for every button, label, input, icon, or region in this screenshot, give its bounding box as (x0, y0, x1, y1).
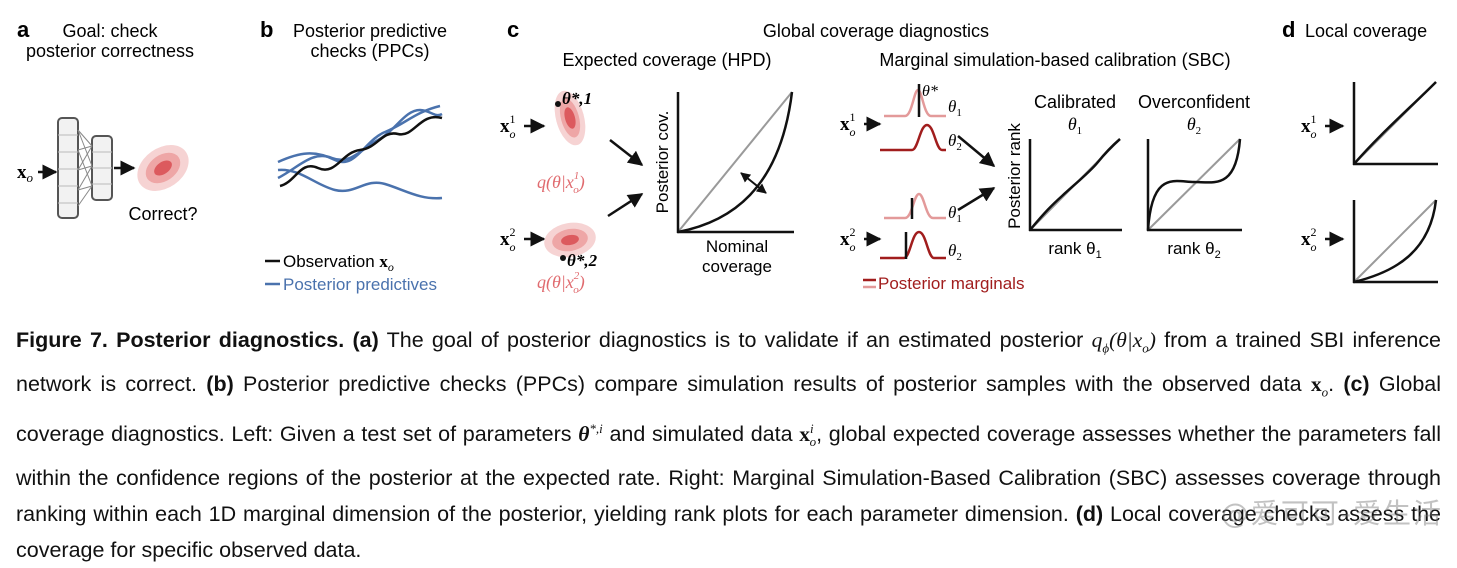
local-coverage-curve-1 (1353, 81, 1437, 165)
figure-caption: Figure 7. Posterior diagnostics. (a) The… (16, 322, 1441, 568)
local-coverage-plot-1 (1352, 81, 1438, 166)
caption-b-text: Posterior predictive checks (PPCs) compa… (233, 372, 1311, 397)
rank-plot-overconfident: Overconfident θ2 rank θ2 (1138, 92, 1250, 261)
caption-figure-label: Figure 7. Posterior diagnostics. (16, 328, 345, 352)
hpd-xlabel-line1: Nominal (706, 237, 768, 256)
local-x1-label: x1 o (1301, 112, 1317, 141)
hpd-gap-arrow (740, 172, 767, 194)
caption-b-label: (b) (206, 372, 234, 397)
hpd-coverage-curve (677, 91, 794, 234)
caption-b-end: . (1328, 372, 1344, 397)
caption-b-math: xo (1310, 372, 1329, 400)
sbc-x1-theta2-label: θ2 (948, 131, 962, 153)
overconfident-xlabel: rank θ2 (1167, 239, 1220, 261)
watermark: @爱可可-爱生活 (1220, 497, 1443, 530)
hpd-merge-arrow-1 (609, 139, 644, 166)
observation-curve (279, 115, 443, 188)
panel-a-input-label: xo (17, 162, 34, 185)
overconfident-title: Overconfident (1138, 92, 1250, 112)
posterior-predictive-curve-3 (277, 168, 443, 200)
caption-a-math: qϕ(θ|xo) (1091, 328, 1156, 356)
sbc-title: Marginal simulation-based calibration (S… (879, 50, 1230, 70)
panel-b-title-line2: checks (PPCs) (310, 41, 429, 61)
rank-plot-calibrated: Calibrated θ1 Posterior rank rank θ1 (1005, 92, 1122, 261)
figure-graphic: a Goal: check posterior correctness xo (17, 17, 1438, 296)
panel-a-title-line1: Goal: check (62, 21, 158, 41)
q-label-2: q(θ|x2 o) (537, 270, 585, 296)
caption-a-text-1: The goal of posterior diagnostics is to … (378, 328, 1092, 352)
neural-network-icon (57, 117, 113, 219)
caption-c-text-2: and simulated data (602, 421, 800, 446)
panel-c: c Global coverage diagnostics Expected c… (500, 17, 1250, 296)
overconfident-theta-label: θ2 (1187, 114, 1201, 137)
caption-c-text-1: Global coverage diagnostics. Left: Given… (16, 372, 1442, 446)
panel-b-letter: b (260, 17, 273, 42)
hpd-x1-label: x1 o (500, 112, 516, 141)
sbc-x1-label: x1 o (840, 110, 856, 139)
hpd-posterior-1 (554, 90, 586, 146)
panel-c-title: Global coverage diagnostics (763, 21, 989, 41)
q-label-1: q(θ|x1 o) (537, 170, 585, 196)
caption-d-label: (d) (1075, 502, 1104, 527)
sbc-merge-arrow-1 (957, 135, 996, 167)
posterior-blob (137, 145, 189, 191)
caption-a-label: (a) (352, 328, 379, 352)
theta-star-2-label: θ*,2 (567, 251, 598, 270)
caption-a-text-2: from a trained SBI inference network is … (16, 328, 1441, 397)
theta-star-2-dot (560, 255, 566, 261)
calibrated-rank-curve (1029, 138, 1121, 231)
panel-a-output-label: Correct? (128, 204, 197, 224)
local-coverage-curve-2 (1353, 199, 1438, 284)
sbc-x2-label: x2 o (840, 225, 856, 254)
panel-d: d Local coverage x1 o x2 o (1282, 17, 1438, 284)
calibrated-theta-label: θ1 (1068, 114, 1082, 137)
panel-d-letter: d (1282, 17, 1295, 42)
panel-a-letter: a (17, 17, 30, 42)
sbc-x2-theta1-label: θ1 (948, 203, 962, 225)
panel-c-letter: c (507, 17, 519, 42)
local-x2-label: x2 o (1301, 225, 1317, 254)
legend-predictives-label: Posterior predictives (283, 275, 437, 294)
calibrated-title: Calibrated (1034, 92, 1116, 112)
overconfident-rank-curve (1146, 138, 1242, 231)
caption-c-label: (c) (1343, 372, 1370, 397)
calibrated-xlabel: rank θ1 (1048, 239, 1101, 261)
panel-d-title: Local coverage (1305, 21, 1427, 41)
local-coverage-plot-2 (1352, 199, 1438, 284)
hpd-coverage-plot: Posterior cov. Nominal coverage (653, 91, 794, 276)
theta-star-1-label: θ*,1 (562, 89, 592, 108)
theta-star-1-dot (555, 101, 561, 107)
caption-c-math-x: xio (799, 420, 817, 450)
legend-observation-label: Observation xo (283, 252, 394, 274)
rank-ylabel: Posterior rank (1005, 123, 1024, 229)
hpd-posterior-2 (544, 222, 596, 258)
sbc-x2-marginal-theta1 (884, 192, 946, 220)
panel-b-title-line1: Posterior predictive (293, 21, 447, 41)
sbc-theta-star-label: θ* (922, 83, 938, 100)
panel-a-title-line2: posterior correctness (26, 41, 194, 61)
sbc-merge-arrow-2 (957, 186, 996, 212)
caption-c-text-3: , global expected coverage assesses whet… (16, 421, 1441, 527)
sbc-x2-theta2-label: θ2 (948, 241, 962, 263)
hpd-merge-arrow-2 (607, 192, 644, 218)
sbc-x1-theta1-label: θ1 (948, 97, 962, 119)
panel-a: a Goal: check posterior correctness xo (17, 17, 198, 224)
hpd-title: Expected coverage (HPD) (562, 50, 771, 70)
hpd-xlabel-line2: coverage (702, 257, 772, 276)
sbc-x2-marginal-theta2 (880, 230, 946, 260)
hpd-ylabel: Posterior cov. (653, 111, 672, 214)
marginals-legend-label: Posterior marginals (878, 274, 1024, 293)
panel-b: b Posterior predictive checks (PPCs) Obs… (260, 17, 447, 294)
sbc-x1-marginal-theta2 (880, 123, 946, 152)
caption-c-math-theta: θ*,i (578, 420, 603, 446)
hpd-x2-label: x2 o (500, 225, 516, 254)
